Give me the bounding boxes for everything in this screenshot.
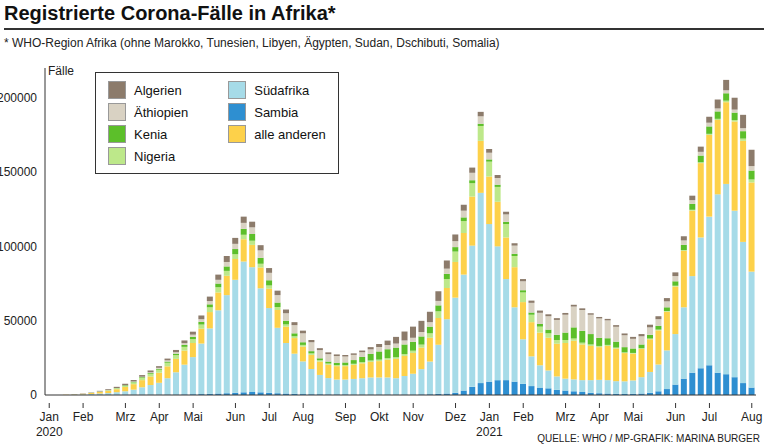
html-text:Registrierte Corona-Fälle in A: Registrierte Corona-Fälle in Afrika* bbox=[4, 2, 336, 24]
svg-text:Feb: Feb bbox=[513, 410, 534, 424]
svg-text:Sep: Sep bbox=[335, 410, 357, 424]
svg-text:150000: 150000 bbox=[8, 165, 37, 179]
html-text:alle anderen: alle anderen bbox=[254, 126, 326, 142]
html-text:Nigeria: Nigeria bbox=[134, 148, 176, 164]
svg-text:Jul: Jul bbox=[262, 410, 277, 424]
svg-text:Apr: Apr bbox=[150, 410, 169, 424]
svg-text:Aug: Aug bbox=[741, 410, 760, 424]
svg-text:Aug: Aug bbox=[292, 410, 313, 424]
svg-text:0: 0 bbox=[30, 388, 37, 402]
svg-text:Feb: Feb bbox=[73, 410, 94, 424]
svg-text:200000: 200000 bbox=[8, 91, 37, 105]
html-text:QUELLE: WHO / MP-GRAFIK: MARIN: QUELLE: WHO / MP-GRAFIK: MARINA BURGER bbox=[537, 433, 760, 444]
svg-text:Jun: Jun bbox=[226, 410, 245, 424]
svg-text:Jun: Jun bbox=[666, 410, 685, 424]
svg-text:Mai: Mai bbox=[183, 410, 202, 424]
svg-text:Okt: Okt bbox=[370, 410, 389, 424]
svg-text:Nov: Nov bbox=[403, 410, 424, 424]
svg-text:50000: 50000 bbox=[8, 314, 37, 328]
svg-text:Jan2020: Jan2020 bbox=[36, 410, 63, 439]
svg-text:Jan2021: Jan2021 bbox=[476, 410, 503, 439]
svg-text:Mai: Mai bbox=[624, 410, 643, 424]
html-text:Südafrika: Südafrika bbox=[254, 82, 310, 98]
svg-text:Apr: Apr bbox=[590, 410, 609, 424]
html-text:Fälle: Fälle bbox=[48, 64, 74, 78]
html-text:* WHO-Region Afrika (ohne Maro: * WHO-Region Afrika (ohne Marokko, Tunes… bbox=[4, 36, 500, 50]
svg-text:Mrz: Mrz bbox=[115, 410, 135, 424]
html-text:Äthiopien: Äthiopien bbox=[134, 104, 189, 120]
html-text:Kenia: Kenia bbox=[134, 126, 168, 142]
svg-text:Jul: Jul bbox=[702, 410, 717, 424]
html-text:Sambia: Sambia bbox=[254, 104, 299, 120]
svg-text:Dez: Dez bbox=[445, 410, 466, 424]
svg-text:100000: 100000 bbox=[8, 240, 37, 254]
html-text:Algerien: Algerien bbox=[134, 82, 182, 98]
svg-text:Mrz: Mrz bbox=[556, 410, 576, 424]
